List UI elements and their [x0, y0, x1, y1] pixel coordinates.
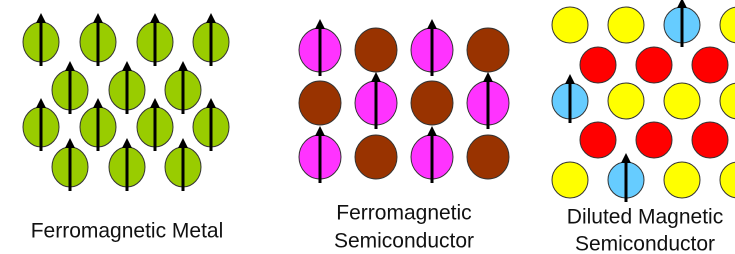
atom — [664, 83, 700, 119]
atom — [636, 47, 672, 83]
spin-arrowhead — [93, 13, 103, 23]
spin-arrowhead — [178, 61, 188, 71]
atom — [608, 83, 644, 119]
spin-arrowhead — [122, 61, 132, 71]
spin-arrowhead — [427, 126, 437, 136]
atom — [467, 135, 509, 179]
spin-arrowhead — [315, 19, 325, 29]
atom — [692, 47, 728, 83]
panel-label: Semiconductor — [575, 233, 715, 254]
atom — [720, 162, 735, 198]
panel-label: Ferromagnetic — [336, 202, 471, 225]
atom — [552, 162, 588, 198]
atom — [580, 47, 616, 83]
atom — [720, 7, 735, 43]
spin-arrowhead — [206, 98, 216, 108]
atom — [355, 135, 397, 179]
panel-label: Semiconductor — [334, 230, 474, 253]
atom — [608, 7, 644, 43]
spin-arrowhead — [65, 61, 75, 71]
atom — [692, 122, 728, 158]
spin-arrowhead — [93, 98, 103, 108]
atom — [552, 7, 588, 43]
atom — [355, 28, 397, 72]
spin-arrowhead — [565, 74, 575, 84]
panel-label: Diluted Magnetic — [567, 206, 723, 229]
atom — [720, 83, 735, 119]
atom — [467, 28, 509, 72]
spin-arrowhead — [122, 138, 132, 148]
spin-arrowhead — [677, 0, 687, 8]
spin-arrowhead — [150, 13, 160, 23]
spin-arrowhead — [206, 13, 216, 23]
spin-arrowhead — [483, 72, 493, 82]
diagram: Ferromagnetic Metal Ferromagnetic Semicond… — [0, 0, 735, 254]
atom — [411, 81, 453, 125]
atom — [664, 162, 700, 198]
spin-arrowhead — [427, 19, 437, 29]
spin-arrowhead — [65, 138, 75, 148]
spin-arrowhead — [178, 138, 188, 148]
atom — [580, 122, 616, 158]
spin-arrowhead — [315, 126, 325, 136]
spin-arrowhead — [371, 72, 381, 82]
spin-arrowhead — [36, 13, 46, 23]
spin-arrowhead — [150, 98, 160, 108]
atom — [299, 81, 341, 125]
spin-arrowhead — [621, 153, 631, 163]
panel-label: Ferromagnetic Metal — [31, 220, 224, 243]
spin-arrowhead — [36, 98, 46, 108]
atom — [636, 122, 672, 158]
